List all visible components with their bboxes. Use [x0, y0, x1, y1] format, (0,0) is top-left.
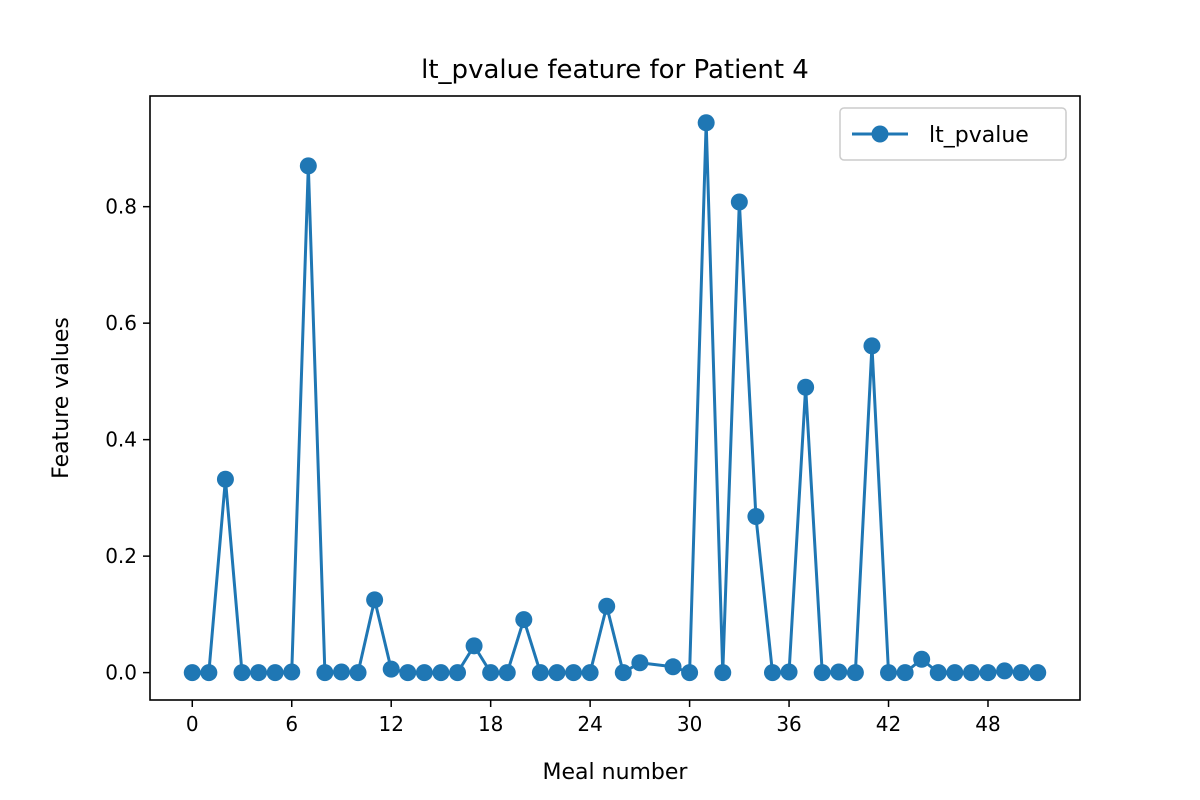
data-point: [349, 664, 367, 682]
y-tick-label: 0.4: [105, 428, 137, 452]
data-point: [913, 650, 931, 668]
data-point: [299, 157, 317, 175]
data-point: [996, 662, 1014, 680]
legend-box: [839, 107, 1067, 161]
x-tick-label: 0: [186, 712, 199, 736]
data-point: [664, 658, 682, 676]
x-tick-label: 30: [677, 712, 702, 736]
data-point: [465, 637, 483, 655]
data-point: [531, 664, 549, 682]
data-point: [830, 663, 848, 681]
data-point: [266, 664, 284, 682]
data-point: [730, 193, 748, 211]
data-point: [813, 664, 831, 682]
data-point: [399, 664, 417, 682]
data-point: [432, 664, 450, 682]
data-point: [979, 664, 997, 682]
data-point: [780, 663, 798, 681]
data-point: [863, 337, 881, 355]
y-axis-label: Feature values: [49, 317, 74, 479]
x-tick-label: 48: [975, 712, 1000, 736]
data-point: [250, 664, 268, 682]
y-tick-label: 0.2: [105, 544, 137, 568]
data-point: [697, 114, 715, 132]
x-tick-label: 6: [285, 712, 298, 736]
x-tick-label: 24: [577, 712, 602, 736]
data-point: [515, 611, 533, 629]
y-tick-label: 0.8: [105, 195, 137, 219]
plot-frame: [149, 95, 1081, 701]
data-point: [797, 378, 815, 396]
data-point: [946, 664, 964, 682]
legend-marker: [871, 125, 889, 143]
x-tick-label: 12: [378, 712, 403, 736]
x-axis-ticks: 0 6 12 18 24 30 36 42 48: [186, 700, 1001, 736]
data-point: [631, 654, 649, 672]
data-point: [200, 664, 218, 682]
data-point: [581, 664, 599, 682]
data-point: [962, 664, 980, 682]
data-point: [316, 664, 334, 682]
data-point: [763, 664, 781, 682]
data-point: [548, 664, 566, 682]
data-point: [1012, 664, 1030, 682]
x-tick-label: 18: [478, 712, 503, 736]
y-tick-label: 0.0: [105, 661, 137, 685]
data-point: [598, 597, 616, 615]
y-tick-label: 0.6: [105, 311, 137, 335]
data-point: [415, 664, 433, 682]
x-tick-label: 42: [876, 712, 901, 736]
data-point: [498, 664, 516, 682]
x-axis-label: Meal number: [543, 760, 689, 785]
data-point: [714, 664, 732, 682]
y-axis-ticks: 0.0 0.2 0.4 0.6 0.8: [105, 195, 150, 685]
data-point: [929, 664, 947, 682]
data-point: [681, 664, 699, 682]
data-point: [283, 663, 301, 681]
data-point: [896, 664, 914, 682]
x-tick-label: 36: [776, 712, 801, 736]
data-point: [332, 663, 350, 681]
data-point: [747, 508, 765, 526]
data-point: [846, 664, 864, 682]
plot-marks: [183, 114, 1047, 682]
data-point: [1029, 664, 1047, 682]
legend-label-lt-pvalue: lt_pvalue: [929, 123, 1029, 148]
data-point: [482, 664, 500, 682]
data-point: [880, 664, 898, 682]
data-point: [366, 591, 384, 609]
data-point: [382, 660, 400, 678]
legend: lt_pvalue: [839, 107, 1067, 161]
data-point: [614, 664, 632, 682]
data-point: [233, 664, 251, 682]
data-point: [216, 470, 234, 488]
data-point: [183, 664, 201, 682]
chart-title: lt_pvalue feature for Patient 4: [421, 55, 809, 85]
data-point: [449, 664, 467, 682]
data-point: [565, 664, 583, 682]
